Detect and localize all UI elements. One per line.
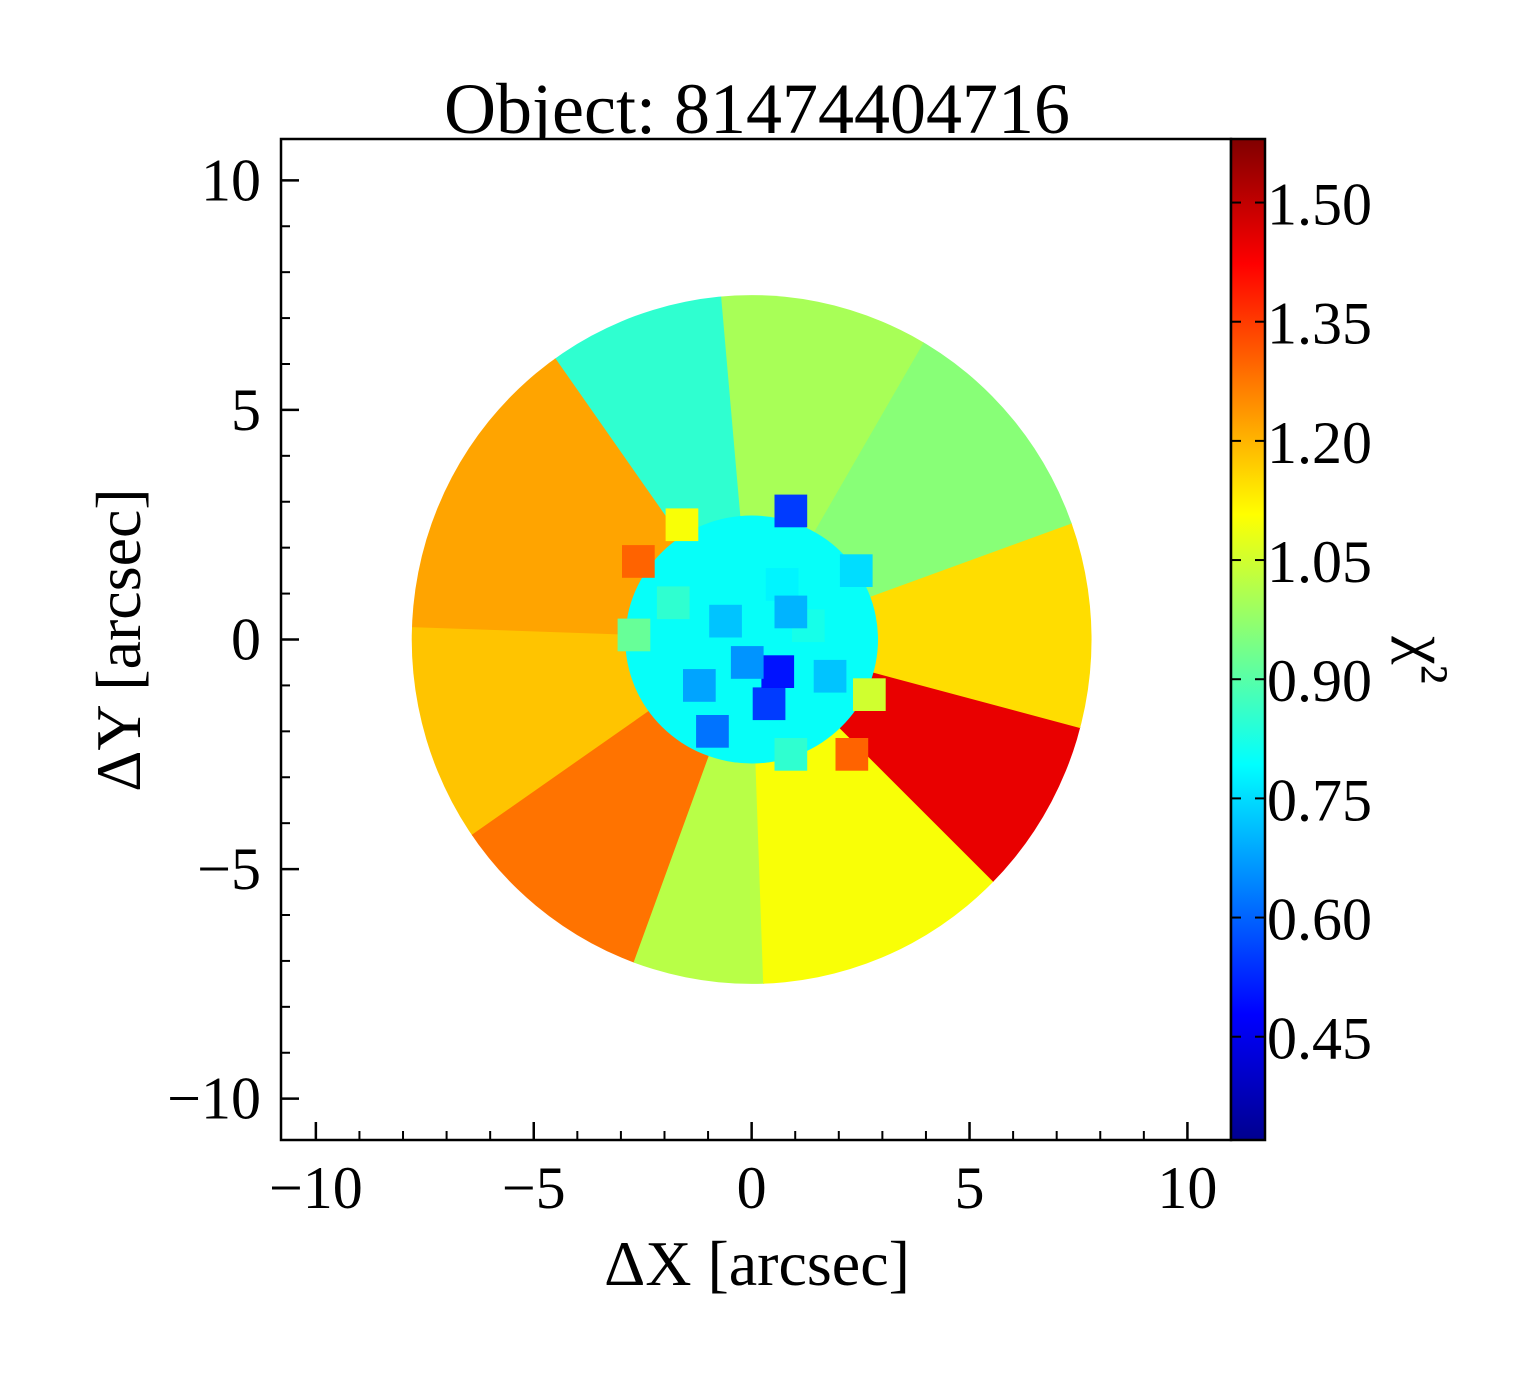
colorbar-tick-label: 0.75	[1267, 767, 1372, 833]
region-bottom-green	[562, 639, 772, 984]
bin-14	[752, 687, 786, 721]
core-region	[625, 515, 879, 764]
x-axis-title: ΔX [arcsec]	[604, 1228, 910, 1299]
x-tick-label: 10	[1157, 1155, 1217, 1221]
y-tick-label: −10	[167, 1066, 261, 1132]
y-tick-label: 5	[231, 377, 261, 443]
colorbar-tick-label: 1.20	[1267, 410, 1372, 476]
chart-title: Object: 81474404716	[444, 69, 1070, 149]
colorbar-title: χ²	[1391, 635, 1462, 684]
y-tick-label: −5	[197, 836, 261, 902]
bin-6	[617, 618, 651, 652]
y-tick-label: 10	[201, 147, 261, 213]
region-right-yellow	[749, 450, 1092, 783]
colorbar-tick-label: 1.50	[1267, 172, 1372, 238]
bin-12	[717, 554, 751, 587]
region-top-left-cyan	[434, 295, 753, 642]
x-tick-label: 0	[737, 1155, 767, 1221]
colorbar-tick-label: 1.35	[1267, 291, 1372, 357]
bin-8	[683, 669, 716, 702]
region-bottom-yellow-green	[751, 638, 1092, 984]
bin-9	[696, 715, 729, 748]
bin-19	[774, 595, 808, 629]
x-tick-label: −5	[502, 1155, 566, 1221]
region-lower-right-red	[749, 638, 1092, 984]
bin-4	[835, 738, 869, 771]
y-tick-label: 0	[231, 607, 261, 673]
colorbar-tick-label: 1.05	[1267, 529, 1372, 595]
bin-10	[774, 738, 808, 771]
bin-5	[853, 678, 886, 711]
bin-7	[656, 586, 690, 620]
colorbar	[1229, 137, 1267, 1142]
y-axis-title: ΔY [arcsec]	[83, 488, 154, 791]
bin-15	[761, 655, 795, 688]
bin-2	[665, 508, 699, 542]
colorbar-tick-label: 0.60	[1267, 887, 1372, 953]
bin-18	[730, 646, 764, 679]
colorbar-tick-label: 0.90	[1267, 648, 1372, 714]
axis-layer: −10 −5 0 5 10 10 5 0 −5 −10	[167, 147, 1217, 1221]
bin-1	[622, 545, 655, 578]
region-left-gold	[411, 619, 754, 957]
bin-3	[839, 554, 873, 587]
bin-11	[813, 659, 847, 693]
colorbar-tick-label: 0.45	[1267, 1006, 1372, 1072]
bin-13	[765, 568, 799, 601]
bin-16	[709, 604, 742, 638]
x-tick-label: 5	[955, 1155, 985, 1221]
colorbar-ticks: 1.50 1.35 1.20 1.05 0.90 0.75 0.60 0.45	[1231, 172, 1372, 1072]
x-tick-label: −10	[269, 1155, 363, 1221]
bin-0	[774, 494, 808, 528]
